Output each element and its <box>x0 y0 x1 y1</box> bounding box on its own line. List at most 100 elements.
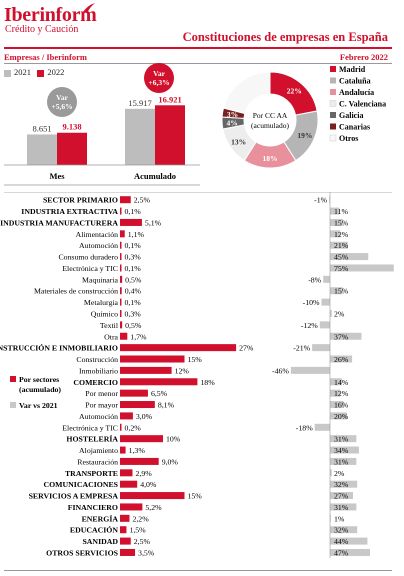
share-value-label: 0,5% <box>125 275 142 284</box>
pie-value-label: 13% <box>231 137 246 146</box>
pie-legend-swatch-3 <box>329 100 337 107</box>
share-bar <box>120 355 185 363</box>
sector-label: Químico <box>91 309 118 318</box>
sector-label: HOSTELERÍA <box>66 434 118 444</box>
bar-2022-1 <box>155 105 185 165</box>
sector-label: Metalurgia <box>84 298 119 307</box>
var-value-label: 47% <box>334 548 349 557</box>
logo-subtitle: Crédito y Caución <box>5 24 79 35</box>
share-bar <box>120 401 155 409</box>
pie-center-label: (acumulado) <box>251 121 289 130</box>
share-bar <box>120 503 143 511</box>
var-value-label: 12% <box>334 389 349 398</box>
share-value-label: 15% <box>188 355 203 364</box>
var-value-label: 27% <box>334 492 349 501</box>
var-bar <box>330 230 341 238</box>
sector-label: Restauración <box>77 457 118 466</box>
share-value-label: 18% <box>200 378 215 387</box>
sector-label: Otra <box>104 332 118 341</box>
var-bar <box>314 423 330 431</box>
var-value-label: 15% <box>334 287 349 296</box>
var-bubble-value: +5,6% <box>51 102 72 111</box>
var-value-label: 32% <box>334 526 349 535</box>
share-bar <box>120 196 131 204</box>
sector-label: Automoción <box>79 241 118 250</box>
share-value-label: 15% <box>188 492 203 501</box>
var-bar <box>330 401 344 409</box>
var-bar <box>330 241 348 249</box>
pie-value-label: 3% <box>227 110 238 119</box>
sector-label: INDUSTRIA EXTRACTIVA <box>21 207 118 216</box>
share-bar <box>120 218 142 226</box>
var-bar <box>330 526 358 534</box>
pie-legend-swatch-5 <box>330 123 336 130</box>
var-bar <box>330 389 341 397</box>
share-bar <box>120 287 122 295</box>
var-bubble-label: Var <box>56 93 68 102</box>
var-value-label: -12% <box>301 321 318 330</box>
share-bar <box>120 435 163 443</box>
var-bar <box>330 378 342 386</box>
legend-label-2021: 2021 <box>14 67 31 77</box>
bar-2022-0 <box>57 132 87 165</box>
share-bar <box>120 275 123 283</box>
var-bar <box>330 446 359 454</box>
share-value-label: 5,1% <box>145 218 162 227</box>
var-value-label: 31% <box>334 457 349 466</box>
subtitle-right: Febrero 2022 <box>339 52 388 62</box>
share-bar <box>120 344 237 352</box>
sector-label: SECTOR PRIMARIO <box>43 196 118 205</box>
sector-bar-chart: SECTOR PRIMARIO 2,5% -1% INDUSTRIA EXTRACTI… <box>0 192 394 559</box>
share-value-label: 0,3% <box>125 309 142 318</box>
var-bar <box>330 218 343 226</box>
share-value-label: 27% <box>239 344 254 353</box>
var-bar <box>330 480 358 488</box>
var-value-label: 11% <box>334 207 349 216</box>
hbar-legend-swatch-share <box>10 376 16 382</box>
sector-label: Electrónica y TIC <box>62 264 118 273</box>
pie-legend-swatch-0 <box>330 66 336 72</box>
var-value-label: 1% <box>334 514 345 523</box>
var-bar <box>330 264 394 272</box>
sector-label: TRANSPORTE <box>65 469 118 478</box>
var-value-label: 37% <box>334 332 349 341</box>
legend-swatch-2022 <box>37 69 45 77</box>
var-value-label: 14% <box>334 378 349 387</box>
sector-label: OTROS SERVICIOS <box>46 548 118 557</box>
sector-label: Inmobiliario <box>79 366 118 375</box>
var-bar <box>330 309 332 317</box>
sector-label: SERVICIOS A EMPRESA <box>29 492 119 501</box>
pie-legend-swatch-2 <box>330 89 336 95</box>
legend-label-2022: 2022 <box>47 67 65 77</box>
bar-2021-1 <box>125 108 155 165</box>
pie-center-label: Por CC AA <box>253 111 288 120</box>
share-bar <box>120 264 122 272</box>
var-bar <box>321 298 330 306</box>
sector-label: FINANCIERO <box>68 503 118 512</box>
pie-legend-label: Madrid <box>339 65 366 74</box>
share-value-label: 0,1% <box>125 298 142 307</box>
sector-label: CONSTRUCCIÓN E INMOBILIARIO <box>0 343 118 353</box>
share-bar <box>120 241 122 249</box>
category-label: Acumulado <box>134 171 176 181</box>
share-value-label: 1,5% <box>129 526 146 535</box>
var-value-label: -21% <box>293 344 310 353</box>
var-value-label: -10% <box>303 298 320 307</box>
var-value-label: -8% <box>308 275 321 284</box>
bar-value-label: 8.651 <box>32 123 51 133</box>
hbar-legend-label: Var vs 2021 <box>19 401 58 410</box>
share-value-label: 0,2% <box>125 423 142 432</box>
sector-label: EDUCACIÓN <box>70 525 118 535</box>
share-bar <box>120 366 172 374</box>
var-bubble-value: +6,3% <box>148 78 169 87</box>
var-bar <box>323 275 330 283</box>
var-bar <box>330 503 357 511</box>
var-bar <box>330 537 368 545</box>
var-bar <box>330 514 331 522</box>
share-value-label: 2,2% <box>132 514 149 523</box>
pie-legend-label: C. Valenciana <box>339 100 386 109</box>
share-bar <box>120 321 123 329</box>
pie-legend-swatch-4 <box>330 112 336 118</box>
sector-label: Por menor <box>85 389 118 398</box>
share-value-label: 12% <box>175 366 190 375</box>
